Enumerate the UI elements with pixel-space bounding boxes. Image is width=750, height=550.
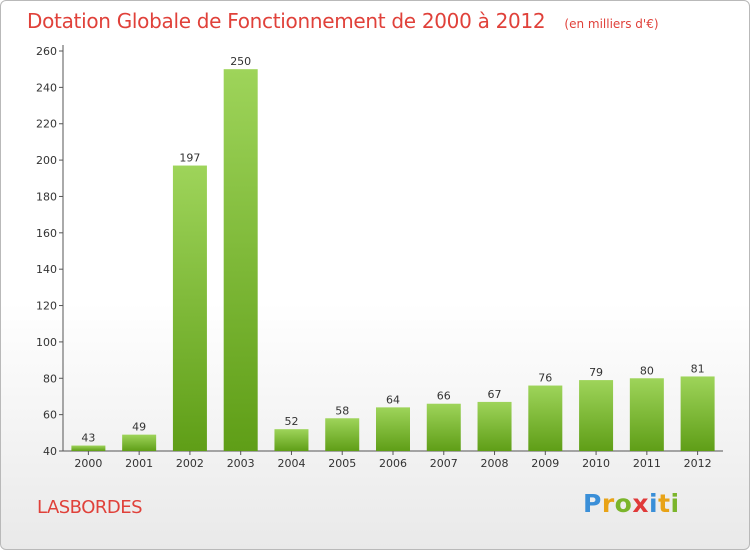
- bar: [223, 69, 258, 451]
- x-tick-label: 2005: [328, 457, 356, 470]
- bars: [71, 69, 715, 451]
- bar: [325, 418, 360, 451]
- x-tick-label: 2006: [379, 457, 407, 470]
- bar: [528, 385, 563, 451]
- y-tick-label: 160: [36, 227, 57, 240]
- y-tick-label: 140: [36, 263, 57, 276]
- logo-letter: t: [658, 489, 671, 518]
- y-tick-label: 100: [36, 336, 57, 349]
- data-label: 81: [691, 362, 705, 375]
- title-row: Dotation Globale de Fonctionnement de 20…: [27, 9, 659, 33]
- data-label: 250: [230, 55, 251, 68]
- logo-letter: i: [670, 489, 680, 518]
- bar: [426, 403, 461, 451]
- x-tick-label: 2012: [684, 457, 712, 470]
- data-label: 43: [81, 432, 95, 445]
- logo-letter: i: [649, 489, 659, 518]
- x-tick-label: 2002: [176, 457, 204, 470]
- data-label: 49: [132, 421, 146, 434]
- bar: [71, 445, 106, 451]
- data-label: 66: [437, 390, 451, 403]
- data-label: 76: [538, 372, 552, 385]
- x-tick-label: 2001: [125, 457, 153, 470]
- data-label: 67: [488, 388, 502, 401]
- y-tick-label: 240: [36, 81, 57, 94]
- bar: [376, 407, 410, 451]
- y-tick-label: 220: [36, 118, 57, 131]
- bar: [172, 165, 207, 451]
- y-tick-label: 120: [36, 300, 57, 313]
- bar: [629, 378, 664, 451]
- y-tick-label: 260: [36, 45, 57, 58]
- data-label: 52: [284, 415, 298, 428]
- logo-letter: x: [632, 489, 649, 518]
- y-tick-label: 80: [43, 372, 57, 385]
- x-tick-label: 2000: [74, 457, 102, 470]
- chart-subtitle: (en milliers d'€): [564, 17, 659, 31]
- data-label: 197: [179, 152, 200, 165]
- bar: [122, 434, 157, 451]
- x-tick-label: 2003: [227, 457, 255, 470]
- x-tick-label: 2010: [582, 457, 610, 470]
- commune-name: LASBORDES: [37, 497, 143, 518]
- x-tick-label: 2004: [277, 457, 305, 470]
- bar: [274, 429, 309, 451]
- logo-letter: o: [614, 489, 633, 518]
- x-tick-label: 2007: [430, 457, 458, 470]
- labels: 2000 43 2001 49 2002 197 2003 250 2004 52 2005 58 20…: [74, 55, 711, 470]
- data-label: 79: [589, 366, 603, 379]
- bar: [477, 401, 512, 451]
- data-label: 64: [386, 393, 400, 406]
- bar: [680, 376, 715, 451]
- data-label: 80: [640, 364, 654, 377]
- x-tick-label: 2011: [633, 457, 661, 470]
- logo-letter: r: [601, 489, 615, 518]
- y-tick-label: 40: [43, 445, 57, 458]
- x-tick-label: 2009: [531, 457, 559, 470]
- logo-letter: P: [583, 489, 602, 518]
- x-tick-label: 2008: [481, 457, 509, 470]
- y-tick-label: 200: [36, 154, 57, 167]
- axes: 40 60 80 100 120 140 160 180 200 220 240 260: [36, 45, 723, 458]
- bar: [579, 380, 614, 451]
- data-label: 58: [335, 404, 349, 417]
- y-tick-label: 60: [43, 409, 57, 422]
- chart-title: Dotation Globale de Fonctionnement de 20…: [27, 9, 546, 33]
- y-tick-label: 180: [36, 190, 57, 203]
- proxiti-logo: Proxiti: [583, 489, 680, 518]
